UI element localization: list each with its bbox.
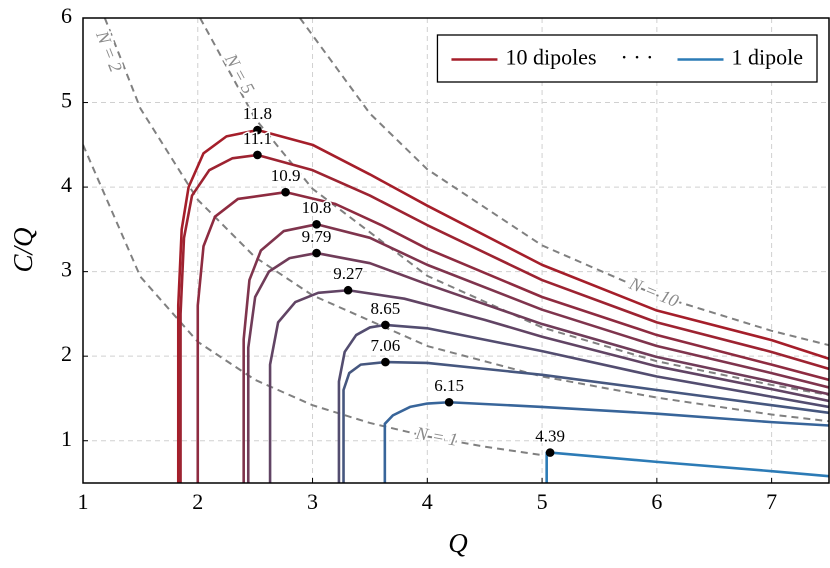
plot-frame [82, 17, 830, 484]
x-tick-label: 4 [422, 489, 433, 514]
peak-label: 10.8 [302, 198, 332, 217]
peak-label: 10.9 [271, 166, 301, 185]
y-tick-label: 4 [61, 172, 72, 197]
legend-label: 1 dipole [732, 45, 804, 70]
peak-marker [381, 357, 390, 367]
legend-box [436, 34, 818, 83]
reference-curve [199, 18, 829, 397]
x-tick-label: 1 [78, 489, 89, 514]
peak-marker [343, 285, 353, 295]
series-line [179, 153, 829, 483]
peak-marker [312, 219, 321, 229]
legend: 10 dipoles · · · 1 dipole [436, 34, 818, 83]
x-tick-label: 2 [192, 489, 203, 514]
peak-label: 7.06 [371, 336, 401, 355]
peak-marker [253, 150, 262, 160]
x-tick-label: 7 [766, 489, 777, 514]
peak-label: 8.65 [371, 299, 401, 318]
series-line [383, 400, 829, 483]
reference-curve [103, 18, 829, 423]
peak-label: 9.79 [302, 227, 332, 246]
peak-marker [545, 448, 555, 457]
series-line [268, 288, 829, 483]
legend-label: 10 dipoles [505, 45, 596, 70]
series-line [176, 128, 829, 483]
y-tick-label: 2 [61, 341, 72, 366]
series-line [342, 360, 829, 483]
reference-label: N = 5 [220, 50, 258, 97]
peak-marker [381, 320, 390, 330]
reference-label: N = 1 [413, 423, 459, 450]
x-tick-label: 6 [651, 489, 662, 514]
y-axis-label: C/Q [8, 227, 38, 272]
legend-label: · · · [621, 45, 654, 70]
peak-marker [281, 187, 290, 197]
peak-label: 6.15 [434, 376, 464, 395]
series-line [246, 251, 829, 483]
peak-label: 4.39 [535, 426, 565, 445]
y-tick-label: 5 [61, 88, 72, 113]
peak-label: 11.8 [243, 104, 272, 123]
peak-marker [444, 397, 454, 407]
y-tick-label: 1 [61, 426, 72, 451]
peak-label: 11.1 [243, 129, 272, 148]
reference-label: N = 10 [626, 273, 682, 311]
peak-marker [312, 248, 321, 258]
peak-label: 9.27 [333, 264, 363, 283]
x-tick-label: 3 [307, 489, 318, 514]
series-line [545, 451, 829, 483]
reference-label: N = 2 [92, 27, 126, 74]
reference-curve [83, 144, 543, 457]
y-tick-label: 6 [61, 3, 72, 28]
x-tick-label: 5 [537, 489, 548, 514]
y-tick-label: 3 [61, 257, 72, 282]
series-line [242, 222, 829, 483]
x-axis-label: Q [448, 528, 468, 558]
reference-curve [299, 18, 829, 347]
series-line [196, 190, 829, 483]
peak-marker [253, 125, 262, 135]
